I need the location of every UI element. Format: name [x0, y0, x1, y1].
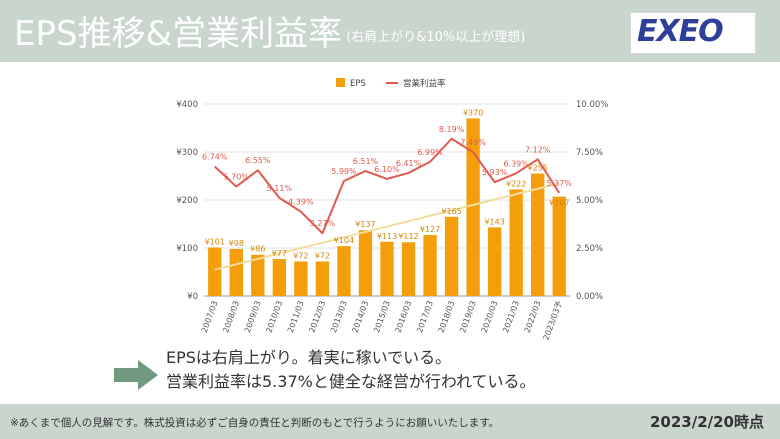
bar-data-label: ¥72 — [315, 251, 330, 260]
y-right-tick-label: 5.00% — [576, 196, 603, 206]
bar-data-label: ¥165 — [441, 207, 461, 216]
bar-eps — [294, 261, 308, 296]
x-tick-label: 2023/03予 — [542, 300, 565, 340]
x-tick-label: 2010/03 — [264, 300, 284, 334]
x-tick-label: 2011/03 — [286, 300, 306, 334]
y-left-tick-label: ¥0 — [187, 292, 198, 302]
disclaimer-text: ※あくまで個人の見解です。株式投資は必ずご自身の責任と判断のもとで行うようにお願… — [10, 417, 500, 429]
right-arrow-icon — [114, 360, 158, 390]
bar-data-label: ¥112 — [398, 232, 418, 241]
bar-eps — [380, 241, 394, 296]
line-data-label: 8.19% — [439, 125, 465, 134]
bar-eps — [315, 261, 330, 296]
bar-eps — [444, 216, 459, 296]
bar-data-label: ¥143 — [484, 217, 504, 226]
x-tick-label: 2021/03 — [501, 300, 521, 334]
y-right-tick-label: 10.00% — [576, 100, 608, 110]
x-tick-label: 2012/03 — [307, 300, 327, 334]
y-left-tick-label: ¥200 — [176, 196, 198, 206]
x-tick-label: 2019/03 — [458, 300, 478, 334]
bar-eps — [251, 254, 265, 296]
x-tick-label: 2020/03 — [480, 300, 500, 334]
footer-bar: ※あくまで個人の見解です。株式投資は必ずご自身の責任と判断のもとで行うようにお願… — [0, 404, 780, 439]
header-bar: EPS推移&営業利益率 (右肩上がり&10%以上が理想) EXEO — [0, 0, 780, 62]
title-main: EPS推移&営業利益率 — [14, 14, 343, 54]
line-data-label: 6.51% — [353, 157, 379, 166]
bar-eps — [229, 248, 243, 296]
eps-trendline — [214, 182, 560, 271]
x-tick-label: 2009/03 — [243, 300, 263, 334]
y-left-tick-label: ¥400 — [176, 100, 198, 110]
comment-line-1: EPSは右肩上がり。着実に稼いでいる。 — [166, 348, 452, 367]
line-data-label: 6.99% — [417, 148, 443, 157]
x-tick-label: 2016/03 — [394, 300, 414, 334]
bar-data-label: ¥255 — [528, 164, 548, 173]
line-data-label: 5.93% — [482, 168, 508, 177]
logo-text: EXEO — [637, 14, 724, 49]
bar-data-label: ¥72 — [293, 251, 308, 260]
x-tick-label: 2007/03 — [200, 300, 220, 334]
bar-eps — [208, 247, 222, 296]
line-data-label: 5.70% — [224, 173, 250, 182]
bar-data-label: ¥207 — [549, 199, 569, 208]
page-title: EPS推移&営業利益率 (右肩上がり&10%以上が理想) — [14, 6, 525, 55]
line-data-label: 6.55% — [245, 156, 271, 165]
bar-data-label: ¥77 — [272, 249, 287, 258]
line-data-label: 6.10% — [374, 165, 400, 174]
legend-label-eps: EPS — [350, 79, 366, 89]
bar-eps — [487, 227, 502, 296]
margin-line — [214, 137, 561, 235]
bar-data-label: ¥101 — [205, 238, 225, 247]
y-right-tick-label: 0.00% — [576, 292, 603, 302]
bar-eps — [401, 242, 416, 296]
bar-eps — [552, 196, 566, 296]
as-of-date: 2023/2/20時点 — [649, 413, 764, 431]
bar-data-label: ¥104 — [334, 236, 354, 245]
bar-data-label: ¥86 — [250, 245, 265, 254]
bar-eps — [337, 246, 351, 296]
bar-data-label: ¥137 — [355, 220, 375, 229]
bar-eps — [509, 189, 523, 296]
chart-svg: ¥0 ¥100 ¥200 ¥300 ¥400 0.00% 2.50% 5.00% 7.50% 10… — [176, 78, 608, 341]
comment-box: EPSは右肩上がり。着実に稼いでいる。 営業利益率は5.37%と健全な経営が行わ… — [166, 346, 536, 394]
line-data-label: 5.99% — [331, 167, 357, 176]
y-left-tick-label: ¥100 — [176, 244, 198, 254]
x-tick-label: 2018/03 — [437, 300, 457, 334]
y-right-tick-label: 7.50% — [576, 148, 603, 158]
legend-label-margin: 営業利益率 — [403, 78, 446, 89]
y-right-tick-label: 2.50% — [576, 244, 603, 254]
line-data-label: 4.39% — [288, 198, 314, 207]
x-tick-label: 2008/03 — [221, 300, 241, 334]
x-tick-label: 2022/03 — [523, 300, 543, 334]
legend-swatch-eps — [336, 78, 345, 87]
bar-data-label: ¥113 — [377, 232, 397, 241]
x-tick-label: 2013/03 — [329, 300, 349, 334]
y-left-tick-label: ¥300 — [176, 148, 198, 158]
bar-eps — [531, 173, 545, 296]
line-data-label: 5.11% — [267, 184, 293, 193]
bar-data-label: ¥370 — [463, 108, 483, 117]
bar-data-label: ¥222 — [506, 179, 526, 188]
x-tick-label: 2014/03 — [351, 300, 371, 334]
line-data-label: 7.12% — [525, 145, 551, 154]
bar-data-label: ¥127 — [420, 225, 440, 234]
line-data-label: 3.27% — [310, 219, 336, 228]
bar-eps — [358, 230, 373, 296]
bar-eps — [423, 235, 437, 296]
line-data-label: 6.41% — [396, 159, 422, 168]
comment-line-2: 営業利益率は5.37%と健全な経営が行われている。 — [166, 372, 536, 391]
x-tick-label: 2015/03 — [372, 300, 392, 334]
title-subtitle: (右肩上がり&10%以上が理想) — [346, 30, 526, 45]
eps-margin-chart: ¥0 ¥100 ¥200 ¥300 ¥400 0.00% 2.50% 5.00% 7.50% 10… — [160, 64, 622, 341]
line-data-label: 6.39% — [503, 159, 529, 168]
line-data-label: 5.37% — [547, 179, 573, 188]
company-logo: EXEO — [630, 12, 756, 54]
bar-eps — [466, 118, 480, 297]
x-tick-label: 2017/03 — [415, 300, 435, 334]
bar-eps — [272, 259, 287, 296]
line-data-label: 6.74% — [202, 153, 228, 162]
line-data-label: 7.49% — [460, 138, 486, 147]
bar-data-label: ¥98 — [229, 239, 244, 248]
